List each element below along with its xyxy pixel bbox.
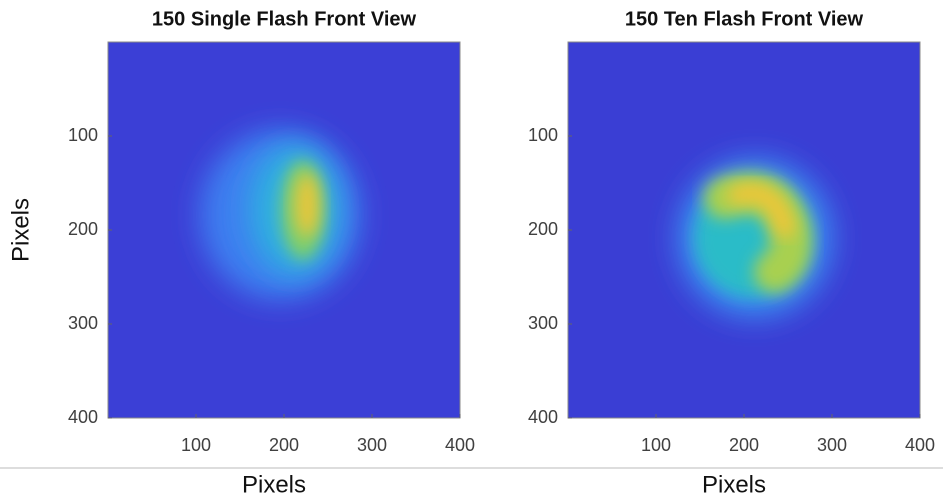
chart-title: 150 Single Flash Front View	[152, 8, 417, 30]
x-tick-label: 200	[729, 435, 759, 455]
x-tick-label: 300	[357, 435, 387, 455]
y-tick-label: 200	[68, 219, 98, 239]
x-tick-label: 100	[181, 435, 211, 455]
x-axis-label: Pixels	[242, 471, 306, 498]
y-axis-label: Pixels	[7, 198, 34, 262]
heatmap-image	[568, 42, 920, 418]
y-tick-label: 400	[528, 407, 558, 427]
y-tick-label: 100	[68, 125, 98, 145]
heatmap-image	[108, 42, 460, 418]
x-tick-label: 400	[445, 435, 475, 455]
x-tick-label: 200	[269, 435, 299, 455]
x-tick-label: 300	[817, 435, 847, 455]
y-tick-label: 300	[68, 313, 98, 333]
figure: 150 Single Flash Front View 100 200 300 400 1…	[0, 0, 943, 499]
x-axis-label: Pixels	[702, 471, 766, 498]
x-tick-label: 100	[641, 435, 671, 455]
y-tick-label: 300	[528, 313, 558, 333]
x-tick-label: 400	[905, 435, 935, 455]
y-tick-label: 200	[528, 219, 558, 239]
y-tick-label: 100	[528, 125, 558, 145]
chart-title: 150 Ten Flash Front View	[625, 8, 864, 30]
y-tick-label: 400	[68, 407, 98, 427]
